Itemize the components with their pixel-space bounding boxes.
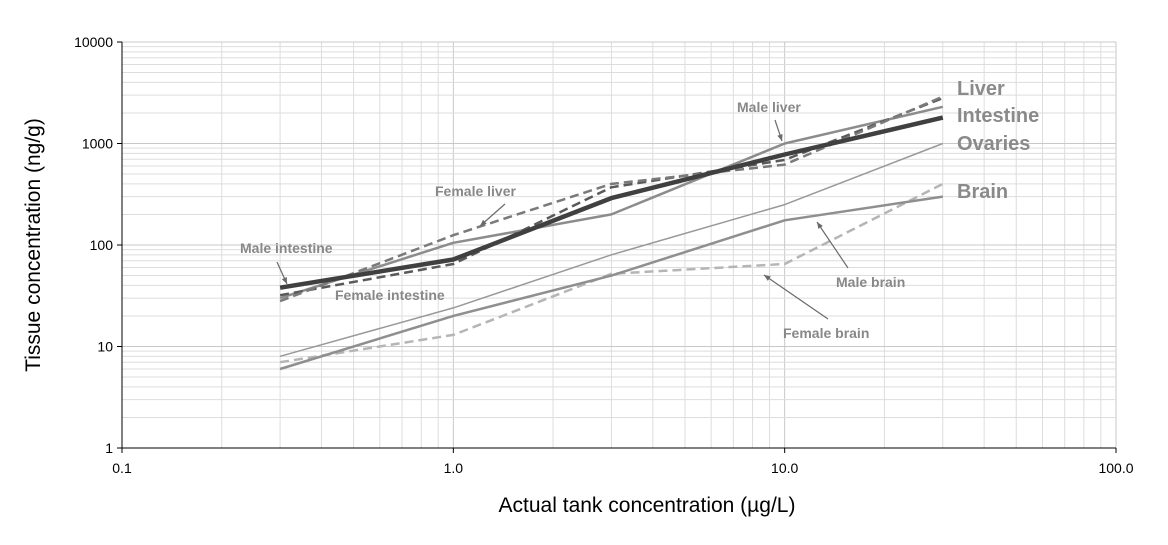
series-line-ovaries [279, 142, 944, 358]
annotation-arrowhead [281, 277, 287, 284]
group-labels: Liver Intestine Ovaries Brain [957, 78, 1039, 203]
y-tick-label: 1 [105, 440, 113, 456]
group-label-intestine: Intestine [957, 105, 1039, 127]
group-label-ovaries: Ovaries [957, 133, 1030, 155]
annotation-male-liver: Male liver [737, 99, 801, 115]
x-tick-label: 10.0 [771, 460, 798, 476]
grid [121, 41, 1117, 449]
annotation-female-intestine: Female intestine [335, 287, 445, 303]
annotations: Male liver Female liver Male intestine Fema… [240, 99, 905, 341]
series-line-male-intestine [279, 115, 944, 290]
group-label-brain: Brain [957, 181, 1008, 203]
group-label-liver: Liver [957, 78, 1005, 100]
y-tick-label: 10 [97, 339, 113, 355]
series-line-male-brain [279, 195, 943, 371]
x-tick-label: 0.1 [112, 460, 132, 476]
annotation-male-intestine: Male intestine [240, 240, 333, 256]
annotation-arrowhead [480, 219, 487, 226]
y-tick-label: 1000 [82, 136, 113, 152]
annotation-female-brain: Female brain [783, 325, 869, 341]
axes: 0.1 1.0 10.0 100.0 1 10 100 1000 10000 [74, 34, 1134, 476]
series-line-female-liver [279, 95, 944, 303]
annotation-arrowhead [777, 134, 783, 141]
series-lines [279, 95, 944, 371]
annotation-arrowhead [817, 222, 823, 229]
y-tick-label: 10000 [74, 34, 113, 50]
series-line-female-brain [279, 182, 944, 364]
x-axis-title: Actual tank concentration (µg/L) [499, 494, 796, 517]
x-tick-label: 1.0 [444, 460, 464, 476]
series-line-female-intestine [279, 96, 944, 297]
series-line-male-liver [279, 105, 944, 300]
annotation-arrow-line [763, 274, 829, 320]
annotation-female-liver: Female liver [435, 183, 516, 199]
annotation-arrow-line [816, 221, 849, 269]
annotation-male-brain: Male brain [836, 274, 905, 290]
y-axis-title: Tissue concentration (ng/g) [22, 118, 45, 372]
x-tick-label: 100.0 [1098, 460, 1133, 476]
annotation-arrowhead [764, 275, 771, 281]
y-tick-label: 100 [90, 237, 114, 253]
